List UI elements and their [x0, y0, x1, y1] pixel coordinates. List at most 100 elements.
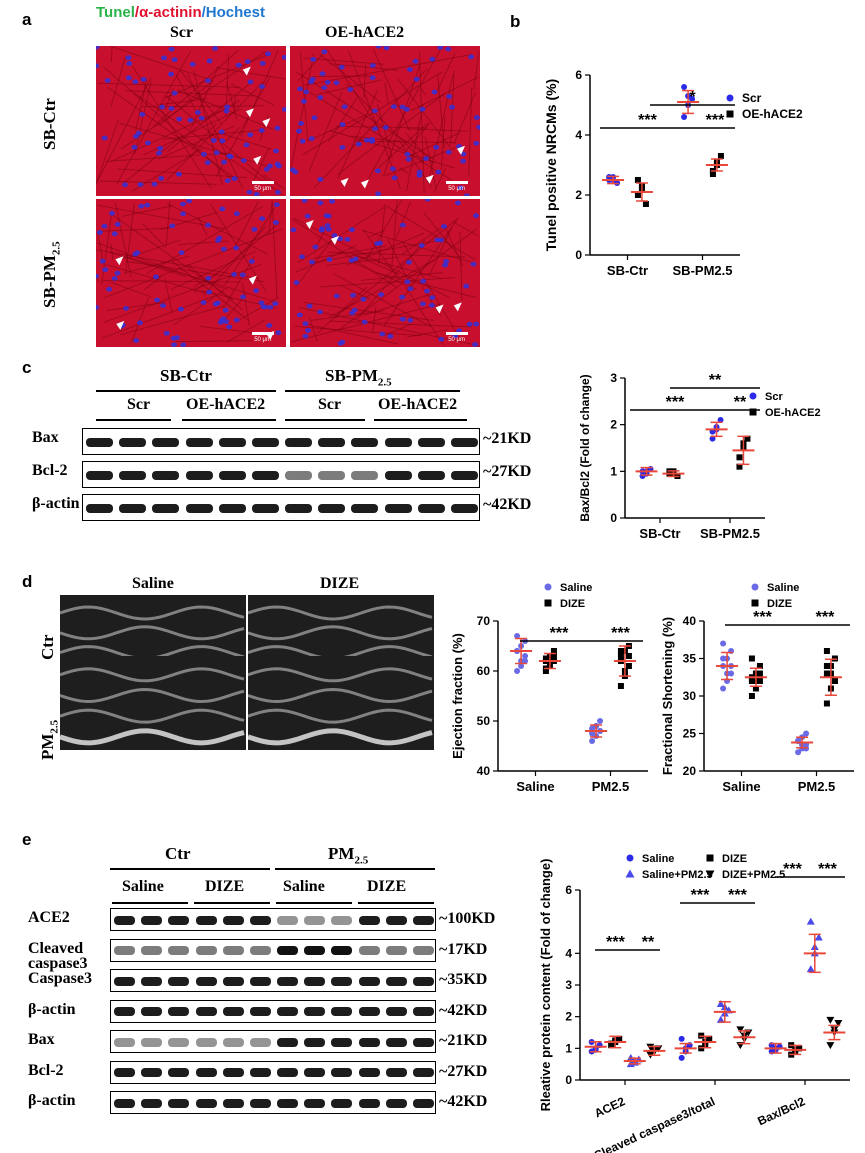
fiber: [251, 147, 270, 184]
nucleus: [239, 272, 246, 278]
chart-e: 0 1 2 3 4 6 Rleative protein content (Fold of …: [538, 853, 850, 1153]
nucleus: [363, 137, 370, 143]
fiber: [173, 289, 225, 326]
data-point: [806, 965, 815, 973]
fiber: [383, 63, 421, 177]
band: [168, 946, 190, 955]
y-tick-label: 0: [610, 511, 617, 525]
nucleus: [205, 222, 212, 228]
blot-strip: [110, 999, 436, 1023]
nucleus: [424, 199, 431, 202]
nucleus: [275, 330, 282, 336]
fiber: [298, 307, 480, 347]
nucleus: [443, 259, 450, 264]
band: [114, 976, 136, 986]
fiber: [397, 78, 452, 149]
x-tick-label: Saline: [516, 779, 554, 794]
nucleus: [176, 116, 183, 122]
nucleus: [470, 261, 477, 267]
nucleus: [253, 191, 260, 196]
blot-e-sub-4: DIZE: [367, 878, 407, 895]
fiber: [144, 275, 163, 291]
nucleus: [317, 95, 324, 100]
nucleus: [266, 163, 273, 169]
arrowhead-marker: [330, 235, 339, 245]
sub-underline: [194, 902, 270, 904]
fiber: [132, 65, 212, 189]
data-point: [716, 1015, 725, 1023]
band: [119, 470, 147, 480]
data-point: [834, 1020, 843, 1027]
nucleus: [338, 64, 345, 70]
chart-d2: 20 25 30 35 40 Fractional Shortening (%) Salin…: [660, 582, 854, 794]
nucleus: [473, 140, 480, 146]
significance-label: ***: [638, 112, 657, 129]
nucleus: [434, 237, 441, 243]
nucleus: [206, 58, 213, 64]
blot-strip: [82, 461, 480, 488]
nucleus: [449, 104, 456, 110]
blot-size-label: ~100KD: [439, 910, 496, 927]
band: [168, 915, 190, 925]
fiber: [302, 323, 399, 345]
nucleus: [418, 243, 425, 248]
band: [318, 470, 346, 480]
band: [195, 1037, 217, 1047]
data-point: [726, 110, 734, 118]
band: [141, 946, 163, 955]
echo-col-saline: Saline: [132, 575, 174, 592]
fiber: [164, 278, 173, 313]
wall-trace: [248, 605, 433, 621]
band: [277, 1068, 299, 1077]
nucleus: [468, 54, 475, 60]
nucleus: [435, 169, 442, 175]
nucleus: [175, 171, 182, 177]
nucleus: [423, 156, 430, 161]
nucleus: [404, 151, 411, 157]
sub-underline: [96, 419, 171, 421]
significance-label: ***: [753, 609, 772, 626]
nucleus: [324, 223, 331, 228]
nucleus: [186, 199, 193, 204]
nucleus: [472, 342, 479, 347]
arrowhead-marker: [435, 304, 444, 314]
fiber: [97, 204, 225, 230]
band: [412, 1068, 434, 1077]
data-point: [751, 583, 759, 591]
nucleus: [218, 129, 225, 135]
nucleus: [429, 56, 436, 62]
fiber: [395, 201, 412, 239]
nucleus: [96, 63, 100, 69]
fiber: [452, 221, 479, 237]
x-tick-label: SB-Ctr: [607, 263, 648, 278]
band: [277, 1098, 299, 1108]
data-point: [589, 738, 596, 744]
data-point: [756, 678, 763, 684]
significance-label: ***: [666, 394, 685, 411]
fiber: [123, 255, 275, 302]
legend-entry: Saline+PM2.5: [642, 869, 713, 881]
data-point: [736, 463, 743, 470]
legend-actinin: α-actinin: [139, 4, 202, 21]
fiber: [304, 53, 472, 86]
fiber: [308, 91, 343, 173]
nucleus: [460, 158, 467, 164]
scale-label: 50 μm: [254, 186, 271, 192]
nucleus: [416, 173, 423, 178]
nucleus: [391, 175, 398, 181]
fiber: [468, 87, 473, 177]
band: [141, 976, 163, 986]
band: [195, 1098, 217, 1108]
data-point: [751, 599, 759, 607]
nucleus: [355, 141, 362, 147]
x-tick-label: ACE2: [592, 1094, 627, 1120]
nucleus: [187, 117, 194, 123]
data-point: [749, 392, 757, 400]
data-point: [646, 1043, 655, 1051]
nucleus: [206, 289, 213, 295]
nucleus: [378, 292, 385, 297]
row-label-sb-pm25: SB-PM2.5: [40, 241, 63, 308]
fiber: [124, 203, 135, 275]
nucleus: [420, 278, 427, 284]
data-point: [544, 599, 552, 607]
